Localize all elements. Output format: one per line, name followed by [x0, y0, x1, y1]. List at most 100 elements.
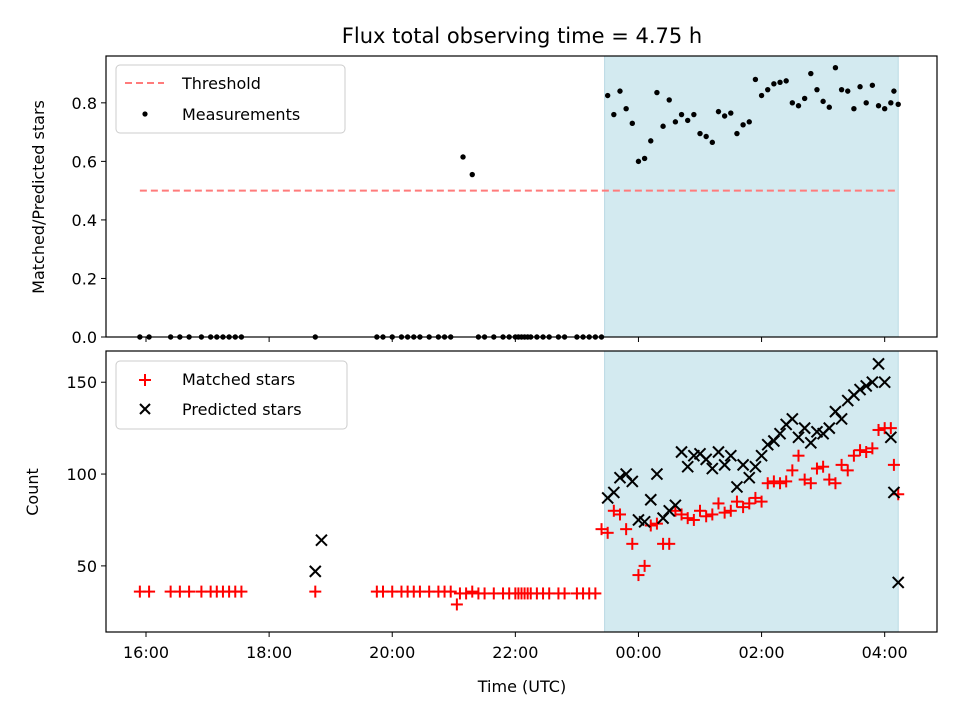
measurements-point [611, 111, 617, 118]
matched-stars-point [626, 537, 639, 550]
matched-stars-point [767, 475, 780, 488]
matched-stars-point [718, 506, 731, 519]
matched-stars-point [761, 477, 774, 490]
x-tick-label: 00:00 [615, 643, 661, 662]
measurements-point [808, 70, 814, 77]
predicted-stars-point [626, 475, 639, 488]
x-tick-label: 20:00 [369, 643, 415, 662]
x-tick-label: 18:00 [246, 643, 292, 662]
predicted-stars-point [792, 431, 805, 444]
matched-stars-point [663, 537, 676, 550]
measurements-point [752, 76, 759, 83]
matched-stars-point [817, 460, 830, 473]
predicted-stars-point [887, 486, 901, 499]
matched-stars-point [466, 585, 479, 598]
matched-stars-point [309, 585, 322, 598]
x-axis-label: Time (UTC) [477, 677, 566, 696]
matched-stars-point [841, 464, 854, 477]
predicted-stars-point [798, 421, 811, 435]
predicted-stars-point [699, 453, 713, 466]
matched-stars-point [700, 510, 713, 523]
matched-stars-point [595, 523, 608, 536]
count-y-tick-label: 100 [66, 465, 97, 484]
predicted-stars-point [853, 383, 867, 396]
measurements-point [851, 105, 857, 112]
measurements-point [838, 86, 845, 93]
matched-stars-point [810, 462, 823, 475]
predicted-stars-point [736, 458, 750, 472]
matched-stars-point [607, 504, 620, 517]
matched-stars-point [892, 488, 905, 501]
measurements-point [820, 98, 826, 105]
measurements-point [697, 130, 703, 137]
matched-stars-point [835, 458, 848, 471]
count-axes-frame [105, 350, 938, 633]
measurements-point [469, 171, 475, 178]
predicted-stars-point [681, 460, 694, 473]
measurements-point [771, 81, 777, 87]
measurements-point [891, 88, 897, 94]
measurements-point [857, 84, 863, 90]
matched-stars-point [823, 473, 836, 486]
measurements-point [709, 139, 716, 146]
ratio-y-tick-label: 0.8 [72, 94, 97, 113]
predicted-stars-point [613, 471, 627, 484]
measurements-point [746, 119, 752, 125]
matched-stars-point [694, 504, 707, 517]
predicted-stars-point [309, 565, 322, 578]
matched-stars-point [650, 517, 663, 530]
matched-stars-point [755, 495, 768, 508]
matched-stars-point [884, 422, 897, 435]
measurements-point [635, 158, 642, 165]
matched-stars-point [601, 526, 614, 539]
ratio-shaded-span [604, 55, 899, 338]
ratio-y-tick-label: 0.2 [72, 269, 97, 288]
measurements-point [721, 113, 728, 119]
measurements-point [845, 88, 851, 94]
predicted-stars-point [650, 467, 664, 481]
measurements-point [814, 86, 820, 93]
measurements-point [765, 86, 771, 93]
matched-stars-point [730, 495, 743, 508]
measurements-point [795, 103, 802, 109]
predicted-stars-point [860, 379, 873, 393]
measurements-point [895, 101, 901, 107]
measurements-point [783, 78, 789, 84]
matched-stars-point [798, 473, 811, 486]
matched-stars-point [589, 587, 602, 600]
predicted-stars-point [743, 471, 756, 484]
ratio-y-tick-label: 0.4 [72, 211, 97, 230]
matched-stars-point [450, 598, 463, 611]
matched-stars-point [854, 444, 867, 457]
predicted-stars-point [724, 449, 737, 462]
measurements-point [715, 108, 722, 115]
predicted-stars-point [730, 480, 744, 494]
predicted-stars-point [755, 449, 768, 462]
count-legend-box [115, 360, 348, 430]
x-tick-label: 02:00 [739, 643, 785, 662]
predicted-stars-point [892, 576, 905, 589]
matched-stars-point [866, 442, 879, 455]
predicted-stars-point [669, 499, 682, 512]
measurements-point [703, 133, 709, 140]
measurements-point [875, 103, 882, 109]
matched-stars-point [743, 497, 756, 510]
measurements-point [685, 117, 691, 124]
predicted-stars-point [749, 460, 762, 473]
measurements-point [777, 79, 783, 86]
measurements-point [881, 105, 888, 112]
matched-stars-point [681, 512, 694, 525]
measurements-point [666, 97, 672, 103]
matched-stars-point [620, 523, 633, 536]
measurements-point [691, 111, 697, 118]
measurements-point [623, 105, 629, 112]
x-tick-label: 22:00 [492, 643, 538, 662]
matched-stars-point [887, 458, 900, 471]
count-y-tick-label: 50 [77, 557, 97, 576]
predicted-stars-point [706, 462, 719, 475]
matched-stars-point [675, 508, 688, 521]
measurements-legend-swatch [142, 111, 148, 117]
predicted-stars-point [835, 412, 848, 426]
x-tick-label: 04:00 [862, 643, 908, 662]
measurements-point [629, 120, 635, 127]
